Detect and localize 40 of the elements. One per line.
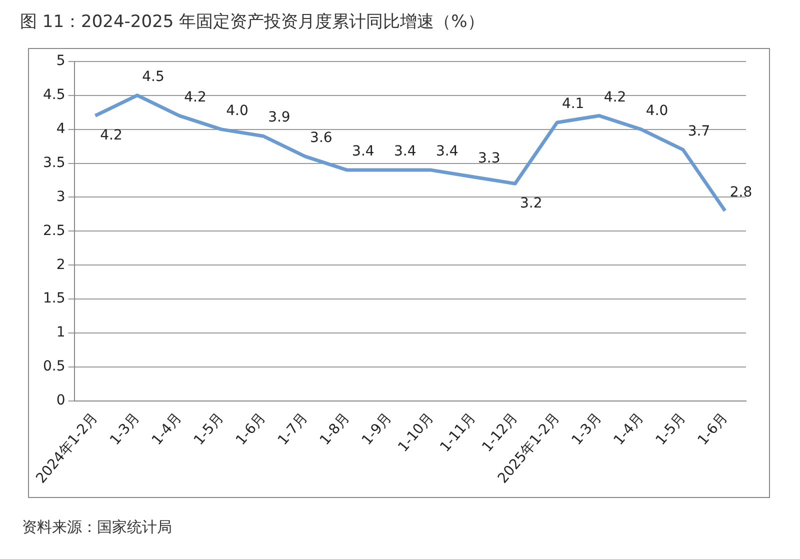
y-tick-label: 2.5 bbox=[43, 222, 66, 239]
x-tick-label: 1-6月 bbox=[694, 410, 731, 448]
x-tick-label: 1-8月 bbox=[317, 410, 354, 448]
data-label: 4.2 bbox=[604, 89, 626, 106]
y-tick-label: 3 bbox=[56, 188, 66, 205]
data-label: 3.4 bbox=[394, 144, 416, 160]
data-label: 2.8 bbox=[730, 184, 752, 200]
data-label: 4.0 bbox=[646, 102, 668, 119]
y-tick-label: 4 bbox=[56, 120, 66, 137]
x-tick-label: 1-5月 bbox=[652, 410, 689, 448]
y-tick-label: 0.5 bbox=[43, 358, 66, 375]
y-tick-label: 0 bbox=[56, 392, 66, 409]
y-tick-label: 3.5 bbox=[43, 154, 66, 171]
x-tick-label: 1-4月 bbox=[610, 410, 647, 448]
x-tick-label: 1-7月 bbox=[275, 410, 312, 448]
data-label: 4.1 bbox=[562, 96, 584, 112]
data-label: 4.5 bbox=[142, 68, 164, 85]
x-tick-label: 1-4月 bbox=[149, 410, 186, 448]
data-label: 3.4 bbox=[436, 144, 458, 160]
data-label: 3.4 bbox=[352, 144, 374, 160]
y-tick-label: 4.5 bbox=[43, 86, 66, 103]
text: 资料来源：国家统计局 bbox=[22, 518, 172, 537]
data-label: 4.0 bbox=[226, 102, 248, 119]
y-tick-label: 1 bbox=[56, 324, 66, 341]
x-tick-label: 1-5月 bbox=[191, 410, 228, 448]
y-tick-label: 2 bbox=[56, 256, 66, 273]
data-label: 3.2 bbox=[520, 195, 542, 212]
data-label: 3.3 bbox=[478, 150, 500, 166]
y-tick-label: 1.5 bbox=[43, 290, 66, 307]
x-tick-label: 1-3月 bbox=[107, 410, 144, 448]
data-label: 3.9 bbox=[268, 110, 290, 126]
data-label: 3.7 bbox=[688, 123, 710, 140]
data-label: 4.2 bbox=[100, 127, 122, 144]
y-tick-label: 5 bbox=[56, 53, 66, 70]
x-tick-label: 1-3月 bbox=[568, 410, 605, 448]
x-tick-label: 1-9月 bbox=[359, 410, 395, 448]
data-label: 4.2 bbox=[184, 89, 206, 106]
x-tick-label: 1-6月 bbox=[233, 410, 270, 448]
data-label: 3.6 bbox=[310, 130, 332, 146]
chart-title: 图 11：2024-2025 年固定资产投资月度累计同比增速（%） bbox=[20, 11, 484, 33]
